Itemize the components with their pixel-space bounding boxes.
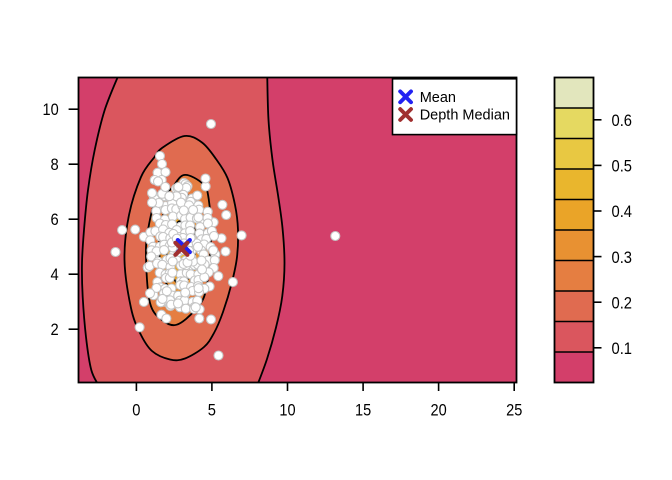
svg-text:0.2: 0.2 bbox=[612, 294, 633, 312]
svg-text:0.1: 0.1 bbox=[612, 340, 633, 358]
svg-text:4: 4 bbox=[51, 266, 59, 284]
svg-text:10: 10 bbox=[43, 101, 59, 119]
svg-text:2: 2 bbox=[51, 321, 59, 339]
svg-text:25: 25 bbox=[506, 401, 522, 419]
svg-text:0.6: 0.6 bbox=[612, 112, 633, 130]
svg-text:5: 5 bbox=[208, 401, 216, 419]
svg-text:10: 10 bbox=[279, 401, 295, 419]
svg-text:Depth Median: Depth Median bbox=[420, 108, 510, 124]
svg-text:0.3: 0.3 bbox=[612, 249, 633, 267]
svg-text:6: 6 bbox=[51, 211, 59, 229]
svg-text:0.5: 0.5 bbox=[612, 158, 633, 176]
svg-text:0.4: 0.4 bbox=[612, 203, 633, 221]
svg-text:20: 20 bbox=[431, 401, 447, 419]
svg-text:Mean: Mean bbox=[420, 90, 456, 106]
svg-text:8: 8 bbox=[51, 156, 59, 174]
svg-text:0: 0 bbox=[132, 401, 140, 419]
svg-text:15: 15 bbox=[355, 401, 371, 419]
